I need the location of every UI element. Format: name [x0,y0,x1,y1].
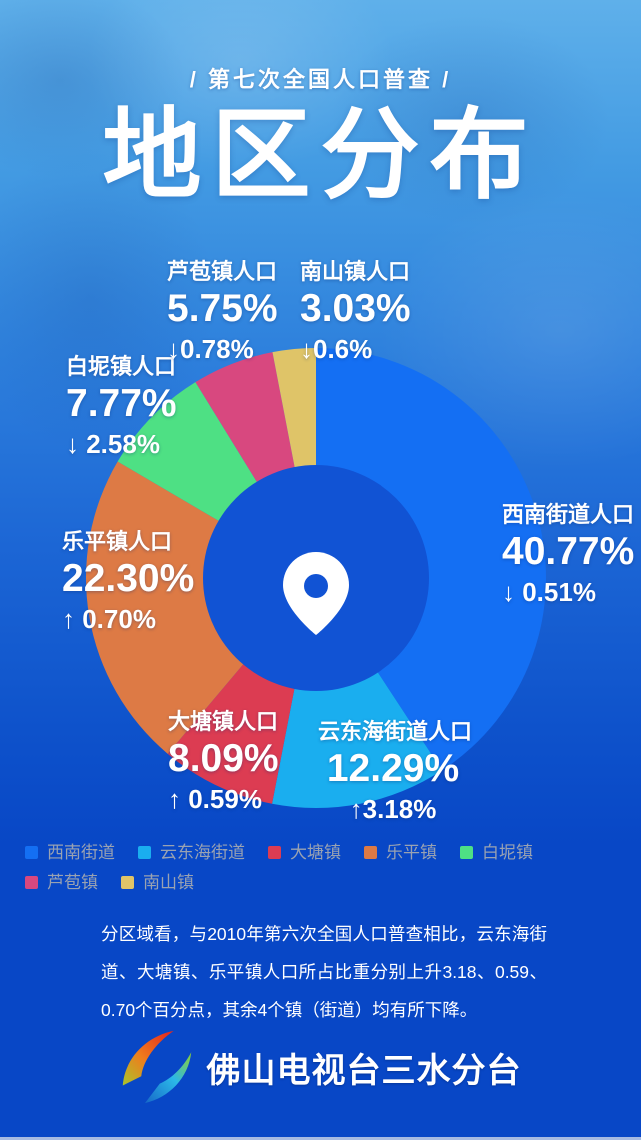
bottom-strip [0,1137,641,1140]
legend-swatch-icon [268,846,281,859]
page-title: 地区分布 [102,99,539,210]
legend-item-乐平镇: 乐平镇 [364,844,437,861]
summary-paragraph: 分区域看，与2010年第六次全国人口普查相比，云东海街道、大塘镇、乐平镇人口所占… [101,924,547,1020]
callout-change: ↓ 0.51% [502,576,596,607]
legend-item-白坭镇: 白坭镇 [460,844,533,861]
callout-label: 白坭镇人口 [66,354,177,379]
legend-label: 白坭镇 [482,843,533,862]
callout-change: ↑ 0.70% [62,603,156,634]
callout-change: ↑3.18% [349,793,437,824]
callout-label: 大塘镇人口 [168,709,279,734]
pie-slice-南山镇 [272,348,316,469]
callout-label: 芦苞镇人口 [167,259,278,284]
pie-slice-云东海街道 [272,671,443,808]
legend-swatch-icon [364,846,377,859]
legend-label: 乐平镇 [386,843,437,862]
census-kicker: / 第七次全国人口普查 / [189,67,452,92]
pie-slice-大塘镇 [167,663,295,804]
legend-label: 大塘镇 [290,843,341,862]
callout-percent: 8.09% [168,737,279,781]
callout-change: ↓0.6% [300,333,373,364]
legend-swatch-icon [138,846,151,859]
footer: 佛山电视台三水分台 [0,1030,641,1104]
legend-item-云东海街道: 云东海街道 [138,844,245,861]
legend-label: 云东海街道 [160,843,245,862]
legend: 西南街道 云东海街道 大塘镇 乐平镇 白坭镇芦苞镇 南山镇 [25,844,611,891]
donut-slices [85,348,546,808]
callout-percent: 40.77% [502,530,635,574]
legend-item-南山镇: 南山镇 [121,874,194,891]
donut-chart-svg [85,348,546,808]
legend-swatch-icon [460,846,473,859]
callout-大塘镇: 大塘镇人口 8.09% ↑ 0.59% [168,709,279,815]
callout-芦苞镇: 芦苞镇人口 5.75% ↓0.78% [167,259,278,365]
callout-percent: 12.29% [326,747,460,791]
callout-change: ↓0.78% [167,333,254,364]
callout-label: 云东海街道人口 [318,719,473,744]
callout-label: 西南街道人口 [502,502,635,527]
pie-slice-白坭镇 [117,382,258,522]
legend-swatch-icon [121,876,134,889]
pie-slice-乐平镇 [85,461,244,754]
pie-slice-西南街道 [316,348,546,771]
callout-云东海街道: 云东海街道人口 12.29% ↑3.18% [318,719,473,825]
legend-swatch-icon [25,876,38,889]
legend-label: 西南街道 [47,843,115,862]
callout-label: 南山镇人口 [300,259,411,284]
callout-percent: 22.30% [62,557,195,601]
callout-percent: 7.77% [66,382,177,426]
station-logo-icon [122,1030,191,1104]
legend-label: 芦苞镇 [47,873,98,892]
legend-label: 南山镇 [143,873,194,892]
callout-乐平镇: 乐平镇人口 22.30% ↑ 0.70% [62,529,194,635]
callout-南山镇: 南山镇人口 3.03% ↓0.6% [300,259,411,365]
callout-change: ↓ 2.58% [66,428,160,459]
callout-白坭镇: 白坭镇人口 7.77% ↓ 2.58% [66,354,177,460]
callout-percent: 3.03% [300,287,411,331]
legend-item-西南街道: 西南街道 [25,844,115,861]
callout-percent: 5.75% [167,287,278,331]
callout-西南街道: 西南街道人口 40.77% ↓ 0.51% [502,502,634,608]
station-name: 佛山电视台三水分台 [206,1051,522,1090]
callout-label: 乐平镇人口 [62,529,173,554]
callout-change: ↑ 0.59% [168,783,262,814]
legend-item-芦苞镇: 芦苞镇 [25,874,98,891]
pie-slice-芦苞镇 [195,352,295,483]
legend-item-大塘镇: 大塘镇 [268,844,341,861]
location-pin-icon [283,552,349,635]
legend-swatch-icon [25,846,38,859]
